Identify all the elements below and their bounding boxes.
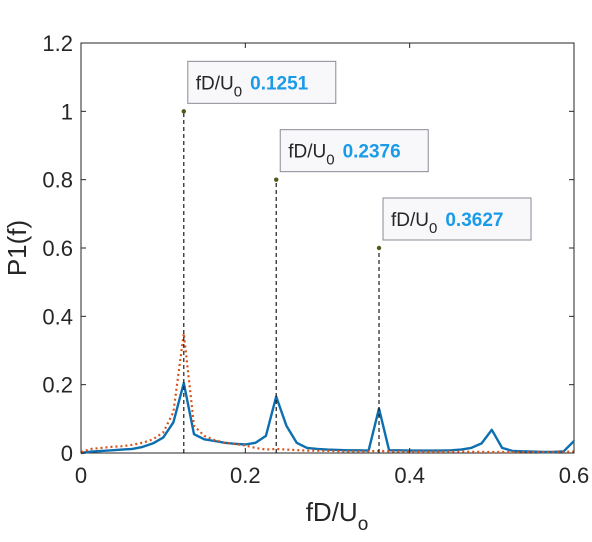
- annotation-marker: [181, 109, 186, 114]
- annotation-value: 0.3627: [445, 210, 503, 231]
- x-tick-label: 0.2: [230, 463, 261, 488]
- x-axis-title: fD/Uo: [306, 497, 369, 535]
- annotation-label: fD/U0 0.2376: [288, 142, 400, 169]
- annotation-box-frame: [382, 197, 532, 241]
- annotation-label: fD/U0 0.3627: [391, 210, 503, 237]
- annotation-marker: [376, 245, 382, 251]
- annotation-label-main: fD/U: [196, 73, 234, 94]
- annotation-label-subscript: 0: [326, 152, 334, 169]
- x-axis-title-subscript: o: [358, 514, 369, 535]
- annotation-value: 0.1251: [250, 73, 309, 94]
- series-layer: [80, 332, 575, 455]
- y-tick-label: 0: [61, 441, 73, 466]
- annotation-box-frame: [187, 60, 337, 104]
- y-tick-label: 0.6: [42, 236, 73, 261]
- tick-layer: 0 0.2 0.4 0.6 0 0.2 0.4 0.6 0.8 1 1.2: [42, 31, 589, 488]
- plot-area: [80, 42, 575, 454]
- x-tick-label: 0.6: [559, 463, 590, 488]
- x-tick-label: 0: [75, 463, 87, 488]
- annotation-label-main: fD/U: [391, 210, 429, 231]
- annotation-marker: [274, 177, 279, 182]
- annotation-label-main: fD/U: [288, 142, 326, 163]
- series-line-1: [80, 381, 575, 455]
- annotation-label-subscript: 0: [234, 83, 242, 100]
- y-tick-label: 0.2: [42, 373, 73, 398]
- annotation-box: fD/U0 0.2376: [279, 129, 429, 173]
- series-line-2: [80, 332, 575, 454]
- x-tick-label: 0.4: [394, 463, 425, 488]
- y-tick-label: 1: [61, 99, 73, 124]
- y-axis-title: P1(f): [2, 220, 32, 276]
- annotation-value: 0.2376: [343, 142, 401, 163]
- y-tick-label: 0.4: [42, 304, 73, 329]
- x-axis-title-main: fD/U: [306, 497, 358, 527]
- annotation-box-frame: [279, 129, 429, 173]
- y-tick-label: 1.2: [42, 31, 73, 56]
- annotation-box: fD/U0 0.3627: [382, 197, 532, 241]
- annotation-label-subscript: 0: [429, 220, 437, 237]
- y-tick-label: 0.8: [42, 168, 73, 193]
- annotation-box: fD/U0 0.1251: [187, 60, 337, 104]
- annotation-label: fD/U0 0.1251: [196, 73, 309, 100]
